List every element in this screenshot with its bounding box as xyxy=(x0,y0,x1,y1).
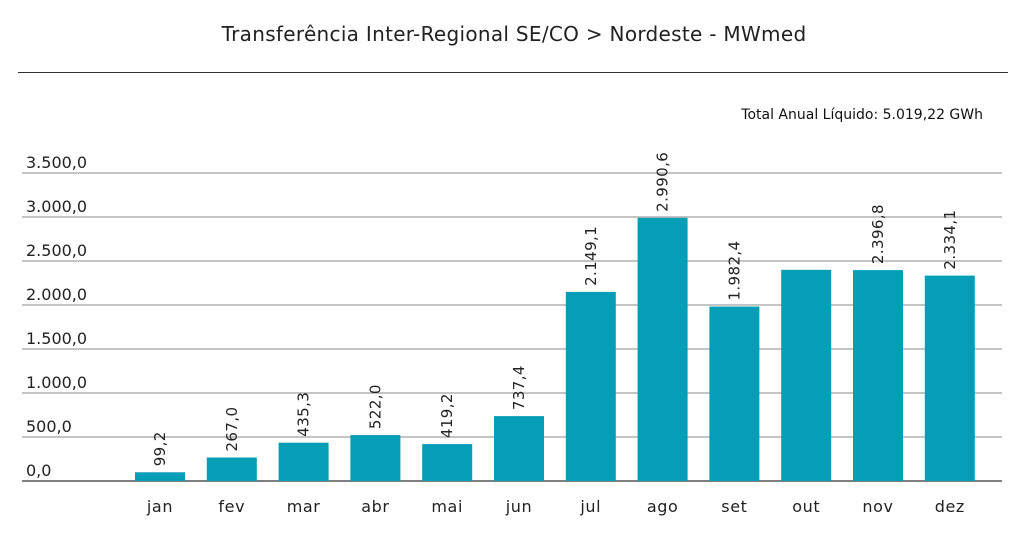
data-label-mai: 419,2 xyxy=(438,393,456,438)
x-tick-label-set: set xyxy=(721,497,747,516)
bar-jan xyxy=(135,472,185,481)
data-label-jun: 737,4 xyxy=(510,365,528,410)
bar-jul xyxy=(565,291,616,481)
x-tick-label-nov: nov xyxy=(862,497,893,516)
data-label-fev: 267,0 xyxy=(223,407,241,452)
bar-ago xyxy=(637,217,688,481)
data-label-mar: 435,3 xyxy=(295,392,313,437)
x-axis-tick-labels: jan fev mar abr mai jun jul ago set out nov dez xyxy=(146,497,965,516)
data-label-jan: 99,2 xyxy=(151,431,169,466)
y-tick-label: 1.500,0 xyxy=(26,329,87,348)
y-tick-label: 3.500,0 xyxy=(26,153,87,172)
bar-jun xyxy=(494,416,544,481)
x-tick-label-ago: ago xyxy=(647,497,679,516)
data-label-jul: 2.149,1 xyxy=(582,226,600,286)
x-tick-label-mai: mai xyxy=(431,497,463,516)
bar-dez xyxy=(924,275,975,481)
data-labels: 99,2 267,0 435,3 522,0 419,2 737,4 2.149,1 2.99… xyxy=(151,152,959,467)
data-label-set: 1.982,4 xyxy=(725,240,743,300)
x-tick-label-abr: abr xyxy=(361,497,389,516)
y-tick-label: 500,0 xyxy=(26,417,72,436)
bar-mar xyxy=(278,442,329,481)
bar-out xyxy=(781,269,832,481)
x-tick-label-jul: jul xyxy=(579,497,601,516)
bar-fev xyxy=(206,457,257,481)
y-tick-label: 1.000,0 xyxy=(26,373,87,392)
title-divider xyxy=(18,72,1008,73)
y-tick-label: 2.500,0 xyxy=(26,241,87,260)
y-tick-label: 0,0 xyxy=(26,461,51,480)
bar-abr xyxy=(350,435,401,481)
x-tick-label-mar: mar xyxy=(287,497,321,516)
x-tick-label-jun: jun xyxy=(505,497,533,516)
bar-nov xyxy=(853,270,903,481)
y-axis-tick-labels: 0,0 500,0 1.000,0 1.500,0 2.000,0 2.500,0 3.00… xyxy=(26,153,87,480)
x-tick-label-dez: dez xyxy=(935,497,965,516)
x-tick-label-jan: jan xyxy=(146,497,173,516)
data-label-nov: 2.396,8 xyxy=(869,204,887,264)
data-label-abr: 522,0 xyxy=(366,384,384,429)
chart-title: Transferência Inter-Regional SE/CO > Nor… xyxy=(221,22,807,46)
x-tick-label-fev: fev xyxy=(218,497,245,516)
bars xyxy=(135,217,975,481)
bar-set xyxy=(709,306,760,481)
x-tick-label-out: out xyxy=(792,497,820,516)
bar-mai xyxy=(422,444,473,481)
annual-total-note: Total Anual Líquido: 5.019,22 GWh xyxy=(741,107,983,123)
y-tick-label: 3.000,0 xyxy=(26,197,87,216)
y-tick-label: 2.000,0 xyxy=(26,285,87,304)
data-label-ago: 2.990,6 xyxy=(654,152,672,212)
data-label-dez: 2.334,1 xyxy=(941,210,959,270)
